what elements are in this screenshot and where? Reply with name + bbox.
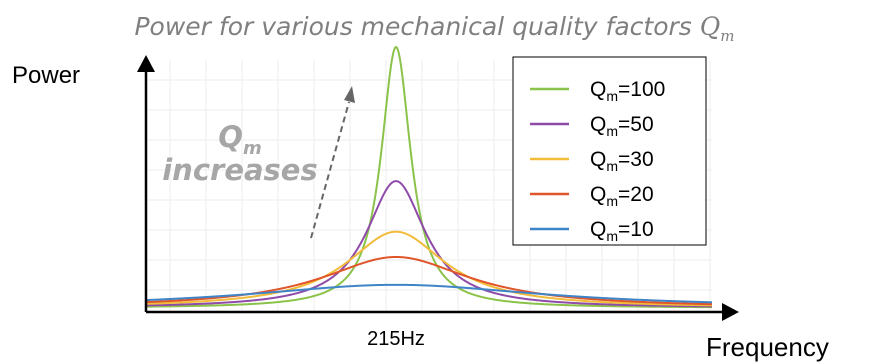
y-axis-label: Power <box>12 62 80 89</box>
increase-arrow <box>310 86 355 239</box>
legend-label-q10: Qm=10 <box>590 218 654 244</box>
chart-title-text: Power for various mechanical quality fac… <box>134 12 692 41</box>
axes <box>137 55 739 321</box>
x-tick-label: 215Hz <box>367 328 425 350</box>
y-axis-arrowhead <box>137 55 155 72</box>
x-axis-label: Frequency <box>706 332 829 362</box>
annotation-text: increases <box>162 152 318 187</box>
series-curve-q30 <box>145 230 713 307</box>
legend-label-q20: Qm=20 <box>590 183 654 209</box>
chart-title: Power for various mechanical quality fac… <box>0 12 869 45</box>
increase-arrow-line <box>310 101 350 239</box>
series-curve-q10 <box>145 283 713 304</box>
legend-label-q100: Qm=100 <box>590 78 665 104</box>
x-axis-arrowhead <box>722 303 739 321</box>
legend: Qm=100 Qm=50 Qm=30 Qm=20 Qm=10 <box>512 56 707 246</box>
annotation-symbol: Qm <box>218 120 262 159</box>
annotation: Qm increases <box>150 120 330 187</box>
increase-arrow-head <box>344 86 355 103</box>
legend-label-q30: Qm=30 <box>590 148 654 174</box>
series-curve-q20 <box>145 255 713 306</box>
chart-title-symbol: Qm <box>699 12 735 45</box>
series-curves <box>145 45 713 309</box>
legend-label-q50: Qm=50 <box>590 113 654 139</box>
legend-box <box>512 56 707 246</box>
series-curve-q50 <box>145 180 713 308</box>
